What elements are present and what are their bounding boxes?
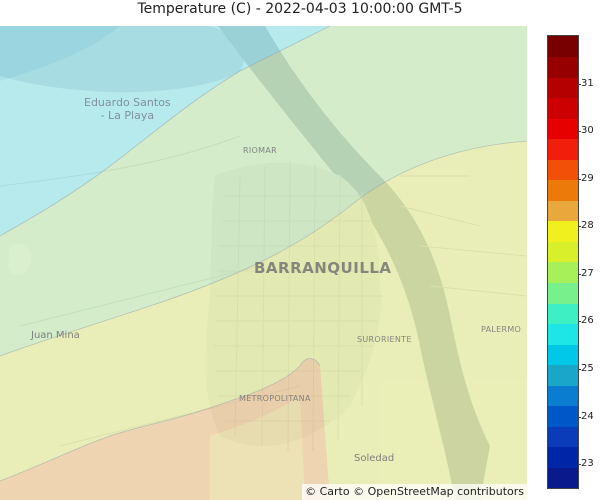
colorbar-tick-label: 25 <box>581 363 594 375</box>
colorbar-tick-mark <box>578 464 581 466</box>
label-riomar: RIOMAR <box>243 146 277 155</box>
colorbar-segment <box>548 56 578 78</box>
colorbar-tick-mark <box>578 83 581 85</box>
colorbar-tick-mark <box>578 178 581 180</box>
colorbar-tick-label: 30 <box>581 125 594 137</box>
colorbar-segment <box>548 159 578 181</box>
label-suroriente: SURORIENTE <box>357 335 412 344</box>
temperature-colorbar <box>547 35 579 489</box>
colorbar-tick-mark <box>578 226 581 228</box>
colorbar-tick-mark <box>578 131 581 133</box>
colorbar-tick-label: 27 <box>581 267 594 279</box>
colorbar-segment <box>548 282 578 304</box>
colorbar-tick-label: 24 <box>581 410 594 422</box>
colorbar-segment <box>548 323 578 345</box>
colorbar-segment <box>548 262 578 284</box>
label-soledad: Soledad <box>354 453 395 464</box>
colorbar-segment <box>548 241 578 263</box>
colorbar-segment <box>548 179 578 201</box>
temperature-overlay <box>0 26 527 500</box>
label-eduardo-line2: - La Playa <box>100 109 155 122</box>
colorbar-segment <box>548 426 578 448</box>
colorbar-tick-mark <box>578 273 581 275</box>
colorbar-tick-label: 31 <box>581 77 594 89</box>
label-palermo: PALERMO <box>481 325 522 334</box>
colorbar-segment <box>548 118 578 140</box>
colorbar-segment <box>548 97 578 119</box>
colorbar-tick-mark <box>578 321 581 323</box>
basemap-layer <box>0 26 527 500</box>
colorbar-segment <box>548 467 578 489</box>
colorbar-segment <box>548 77 578 99</box>
colorbar-tick-mark <box>578 416 581 418</box>
colorbar-segment <box>548 36 578 58</box>
colorbar-segment <box>548 220 578 242</box>
colorbar-segment <box>548 446 578 468</box>
colorbar-tick-label: 23 <box>581 458 594 470</box>
label-eduardo-line1: Eduardo Santos <box>84 96 171 109</box>
colorbar-tick-label: 28 <box>581 220 594 232</box>
colorbar-segment <box>548 385 578 407</box>
colorbar-segment <box>548 138 578 160</box>
label-eduardo-santos: Eduardo Santos - La Playa <box>84 96 171 122</box>
colorbar-segment <box>548 405 578 427</box>
colorbar-tick-label: 29 <box>581 172 594 184</box>
label-metropolitana: METROPOLITANA <box>239 394 311 403</box>
map-title: Temperature (C) - 2022-04-03 10:00:00 GM… <box>137 1 463 17</box>
colorbar-segment <box>548 344 578 366</box>
temperature-map[interactable]: Eduardo Santos - La Playa RIOMAR BARRANQ… <box>0 26 527 500</box>
contour-lines <box>0 26 527 482</box>
colorbar-segment <box>548 303 578 325</box>
colorbar-ticks: 31 30 29 28 27 26 25 24 23 <box>578 36 600 488</box>
street-grid <box>0 135 527 452</box>
colorbar-tick-mark <box>578 369 581 371</box>
colorbar-segment <box>548 364 578 386</box>
map-attribution[interactable]: © Carto © OpenStreetMap contributors <box>302 484 527 500</box>
label-barranquilla: BARRANQUILLA <box>254 259 392 277</box>
colorbar-segment <box>548 200 578 222</box>
label-juan-mina: Juan Mina <box>31 330 80 341</box>
colorbar-tick-label: 26 <box>581 315 594 327</box>
